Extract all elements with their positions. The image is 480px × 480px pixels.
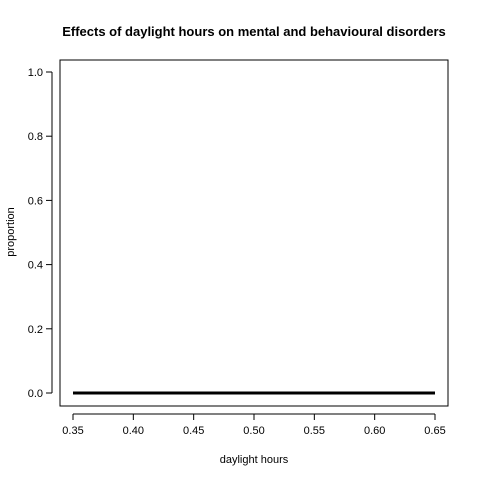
y-tick-label: 0.4 [28, 260, 43, 272]
x-axis: 0.35 0.40 0.45 0.50 0.55 0.60 0.65 [62, 413, 446, 437]
y-tick-label: 0.8 [28, 131, 43, 143]
y-axis-label: proportion [5, 207, 17, 257]
y-axis: 0.0 0.2 0.4 0.6 0.8 1.0 [28, 67, 53, 400]
plot-frame [59, 59, 449, 407]
x-tick-label: 0.65 [424, 425, 445, 437]
chart-title: Effects of daylight hours on mental and … [62, 24, 446, 39]
y-tick-label: 0.2 [28, 324, 43, 336]
x-tick-label: 0.35 [62, 425, 83, 437]
x-axis-label: daylight hours [220, 454, 289, 466]
x-tick-label: 0.60 [364, 425, 385, 437]
y-tick-label: 0.6 [28, 195, 43, 207]
x-tick-label: 0.45 [183, 425, 204, 437]
x-tick-label: 0.50 [243, 425, 264, 437]
x-tick-label: 0.55 [304, 425, 325, 437]
y-tick-label: 1.0 [28, 67, 43, 79]
y-tick-label: 0.0 [28, 388, 43, 400]
x-tick-label: 0.40 [123, 425, 144, 437]
